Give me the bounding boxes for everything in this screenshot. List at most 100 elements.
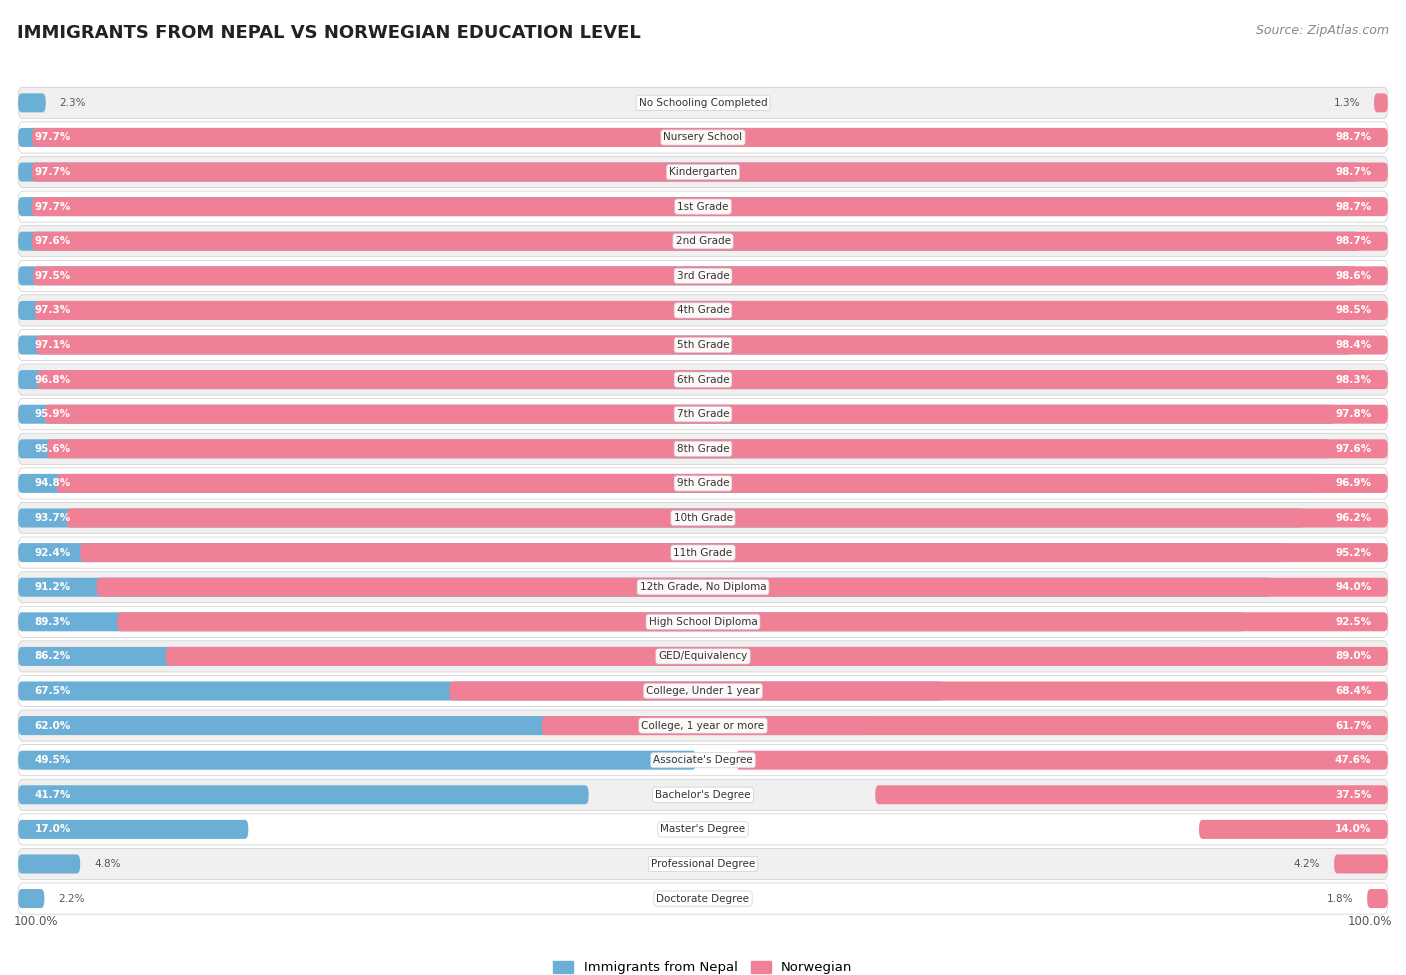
FancyBboxPatch shape <box>18 537 1388 568</box>
FancyBboxPatch shape <box>118 612 1388 632</box>
Text: 8th Grade: 8th Grade <box>676 444 730 453</box>
Text: 4th Grade: 4th Grade <box>676 305 730 316</box>
Text: 97.1%: 97.1% <box>35 340 70 350</box>
FancyBboxPatch shape <box>18 266 1358 286</box>
Text: 49.5%: 49.5% <box>35 756 70 765</box>
FancyBboxPatch shape <box>18 606 1388 638</box>
FancyBboxPatch shape <box>34 266 1388 286</box>
Text: GED/Equivalency: GED/Equivalency <box>658 651 748 661</box>
FancyBboxPatch shape <box>35 301 1388 320</box>
FancyBboxPatch shape <box>18 854 80 874</box>
FancyBboxPatch shape <box>18 676 1388 707</box>
Text: 93.7%: 93.7% <box>35 513 70 523</box>
Text: 91.2%: 91.2% <box>35 582 70 592</box>
Text: 12th Grade, No Diploma: 12th Grade, No Diploma <box>640 582 766 592</box>
FancyBboxPatch shape <box>18 646 1202 666</box>
Text: 97.8%: 97.8% <box>1336 410 1371 419</box>
FancyBboxPatch shape <box>1367 889 1388 908</box>
FancyBboxPatch shape <box>737 751 1388 769</box>
FancyBboxPatch shape <box>18 785 589 804</box>
FancyBboxPatch shape <box>18 468 1388 499</box>
FancyBboxPatch shape <box>18 820 249 838</box>
Text: 1st Grade: 1st Grade <box>678 202 728 212</box>
Text: 14.0%: 14.0% <box>1334 825 1371 835</box>
Text: 4.8%: 4.8% <box>94 859 121 869</box>
FancyBboxPatch shape <box>18 197 1360 216</box>
Text: 97.5%: 97.5% <box>35 271 70 281</box>
FancyBboxPatch shape <box>166 646 1388 666</box>
FancyBboxPatch shape <box>97 577 1388 597</box>
FancyBboxPatch shape <box>18 191 1388 222</box>
Text: 98.3%: 98.3% <box>1336 374 1371 384</box>
Text: 2.2%: 2.2% <box>58 893 84 904</box>
FancyBboxPatch shape <box>18 779 1388 810</box>
Text: 98.7%: 98.7% <box>1336 133 1371 142</box>
FancyBboxPatch shape <box>18 405 1336 424</box>
FancyBboxPatch shape <box>18 330 1388 361</box>
Text: IMMIGRANTS FROM NEPAL VS NORWEGIAN EDUCATION LEVEL: IMMIGRANTS FROM NEPAL VS NORWEGIAN EDUCA… <box>17 24 641 42</box>
Text: 6th Grade: 6th Grade <box>676 374 730 384</box>
FancyBboxPatch shape <box>18 88 1388 118</box>
FancyBboxPatch shape <box>18 682 945 700</box>
Text: 95.6%: 95.6% <box>35 444 70 453</box>
FancyBboxPatch shape <box>32 163 1388 181</box>
Text: 96.2%: 96.2% <box>1336 513 1371 523</box>
Text: 2.3%: 2.3% <box>59 98 86 108</box>
FancyBboxPatch shape <box>18 641 1388 672</box>
FancyBboxPatch shape <box>18 163 1360 181</box>
Text: 7th Grade: 7th Grade <box>676 410 730 419</box>
Text: 1.8%: 1.8% <box>1327 893 1354 904</box>
Text: Kindergarten: Kindergarten <box>669 167 737 177</box>
Text: 68.4%: 68.4% <box>1334 686 1371 696</box>
FancyBboxPatch shape <box>18 440 1331 458</box>
Text: 95.2%: 95.2% <box>1336 548 1371 558</box>
Text: Source: ZipAtlas.com: Source: ZipAtlas.com <box>1256 24 1389 37</box>
Text: Associate's Degree: Associate's Degree <box>654 756 752 765</box>
Text: 47.6%: 47.6% <box>1334 756 1371 765</box>
Text: 98.7%: 98.7% <box>1336 236 1371 247</box>
FancyBboxPatch shape <box>876 785 1388 804</box>
Text: 92.5%: 92.5% <box>1336 617 1371 627</box>
Text: Master's Degree: Master's Degree <box>661 825 745 835</box>
FancyBboxPatch shape <box>32 197 1388 216</box>
FancyBboxPatch shape <box>18 612 1244 632</box>
FancyBboxPatch shape <box>37 335 1388 355</box>
Text: 100.0%: 100.0% <box>1347 915 1392 927</box>
FancyBboxPatch shape <box>18 577 1271 597</box>
Text: 86.2%: 86.2% <box>35 651 70 661</box>
Text: College, 1 year or more: College, 1 year or more <box>641 721 765 730</box>
FancyBboxPatch shape <box>18 260 1388 292</box>
FancyBboxPatch shape <box>80 543 1388 563</box>
Text: High School Diploma: High School Diploma <box>648 617 758 627</box>
FancyBboxPatch shape <box>18 128 1360 147</box>
FancyBboxPatch shape <box>18 232 1358 251</box>
Text: 62.0%: 62.0% <box>35 721 70 730</box>
FancyBboxPatch shape <box>18 814 1388 845</box>
Text: 1.3%: 1.3% <box>1334 98 1360 108</box>
Text: 9th Grade: 9th Grade <box>676 479 730 488</box>
FancyBboxPatch shape <box>18 94 46 112</box>
Text: 96.9%: 96.9% <box>1336 479 1371 488</box>
Text: 5th Grade: 5th Grade <box>676 340 730 350</box>
Text: 37.5%: 37.5% <box>1334 790 1371 799</box>
Text: 95.9%: 95.9% <box>35 410 70 419</box>
FancyBboxPatch shape <box>18 848 1388 879</box>
Text: 92.4%: 92.4% <box>35 548 70 558</box>
Text: 96.8%: 96.8% <box>35 374 70 384</box>
Text: Professional Degree: Professional Degree <box>651 859 755 869</box>
Text: 4.2%: 4.2% <box>1294 859 1320 869</box>
FancyBboxPatch shape <box>18 474 1320 493</box>
Text: 100.0%: 100.0% <box>14 915 59 927</box>
FancyBboxPatch shape <box>48 440 1388 458</box>
Text: Doctorate Degree: Doctorate Degree <box>657 893 749 904</box>
Text: 97.6%: 97.6% <box>1336 444 1371 453</box>
FancyBboxPatch shape <box>18 364 1388 395</box>
FancyBboxPatch shape <box>18 399 1388 430</box>
Text: 98.6%: 98.6% <box>1336 271 1371 281</box>
Text: 10th Grade: 10th Grade <box>673 513 733 523</box>
FancyBboxPatch shape <box>18 433 1388 464</box>
FancyBboxPatch shape <box>18 370 1348 389</box>
FancyBboxPatch shape <box>18 883 1388 915</box>
Text: College, Under 1 year: College, Under 1 year <box>647 686 759 696</box>
FancyBboxPatch shape <box>1334 854 1388 874</box>
